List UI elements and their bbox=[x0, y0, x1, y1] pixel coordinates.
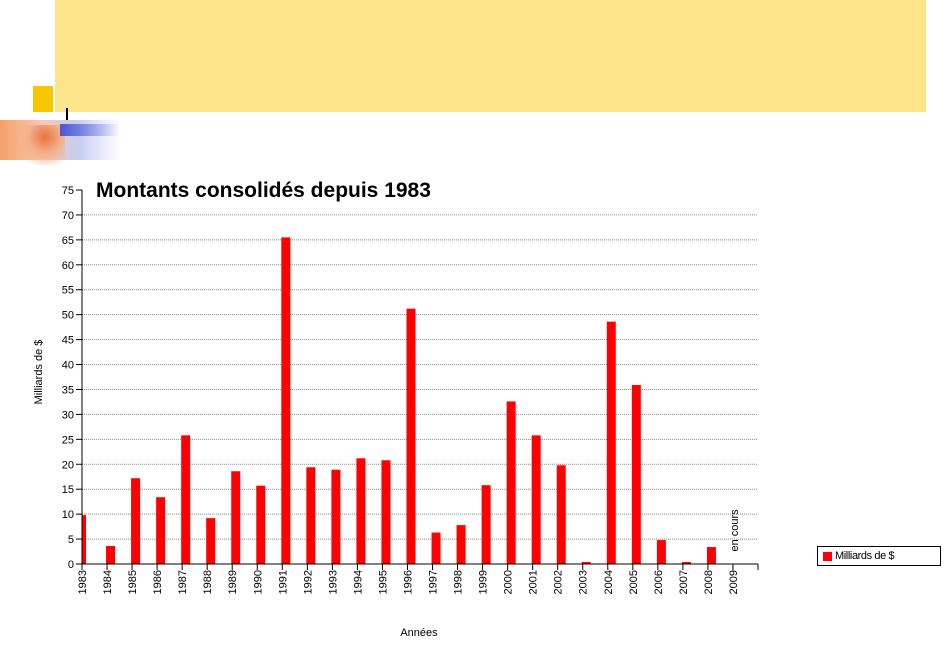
y-tick-label: 20 bbox=[62, 459, 74, 471]
bar bbox=[656, 540, 666, 564]
x-tick-label: 1996 bbox=[402, 570, 414, 594]
annotation-en-cours: en cours bbox=[729, 509, 741, 552]
x-tick-label: 1999 bbox=[478, 570, 490, 594]
x-tick-label: 1984 bbox=[102, 570, 114, 594]
y-tick-label: 40 bbox=[62, 360, 74, 372]
decorative-gradient-orange bbox=[15, 125, 65, 165]
bar bbox=[356, 458, 366, 564]
legend-label: Milliards de $ bbox=[835, 550, 895, 562]
x-tick-label: 1995 bbox=[377, 570, 389, 594]
bar bbox=[581, 562, 591, 564]
y-axis-label: Milliards de $ bbox=[33, 340, 45, 405]
decorative-yellow-block bbox=[33, 86, 53, 112]
x-tick-label: 1997 bbox=[428, 570, 440, 594]
axes-layer: 0 5 10 15 20 25 30 35 40 45 50 55 60 65 70 75 1983 1984 19… bbox=[62, 185, 759, 594]
x-tick-label: 1991 bbox=[277, 570, 289, 594]
x-tick-label: 2001 bbox=[528, 570, 540, 594]
bar bbox=[256, 485, 266, 564]
bar bbox=[531, 435, 541, 564]
y-tick-label: 25 bbox=[62, 434, 74, 446]
bar bbox=[706, 547, 716, 564]
y-tick-label: 70 bbox=[62, 210, 74, 222]
x-tick-label: 2006 bbox=[653, 570, 665, 594]
x-tick-label: 1983 bbox=[77, 570, 89, 594]
title-banner bbox=[55, 0, 926, 112]
x-tick-label: 2000 bbox=[503, 570, 515, 594]
x-tick-label: 2002 bbox=[553, 570, 565, 594]
bar bbox=[206, 518, 216, 564]
bars-layer bbox=[82, 237, 716, 564]
y-tick-label: 60 bbox=[62, 260, 74, 272]
y-tick-label: 10 bbox=[62, 509, 74, 521]
y-tick-label: 55 bbox=[62, 285, 74, 297]
y-tick-label: 45 bbox=[62, 335, 74, 347]
x-tick-label: 1992 bbox=[302, 570, 314, 594]
x-tick-label: 1987 bbox=[177, 570, 189, 594]
y-tick-label: 30 bbox=[62, 409, 74, 421]
x-axis-label: Années bbox=[400, 627, 438, 639]
bar bbox=[306, 467, 316, 564]
bar bbox=[381, 460, 391, 564]
y-tick-label: 75 bbox=[62, 185, 74, 197]
x-tick-label: 2005 bbox=[628, 570, 640, 594]
x-tick-label: 2004 bbox=[603, 570, 615, 594]
bar bbox=[631, 384, 641, 564]
legend-swatch bbox=[823, 551, 832, 561]
y-tick-label: 5 bbox=[68, 534, 74, 546]
bar bbox=[181, 435, 191, 564]
bar bbox=[456, 525, 466, 564]
x-tick-label: 2007 bbox=[678, 570, 690, 594]
x-tick-label: 1993 bbox=[327, 570, 339, 594]
x-tick-label: 1989 bbox=[227, 570, 239, 594]
x-tick-label: 1988 bbox=[202, 570, 214, 594]
bar bbox=[681, 562, 691, 564]
x-tick-label: 1986 bbox=[152, 570, 164, 594]
bar bbox=[506, 401, 516, 564]
bar bbox=[431, 532, 441, 564]
bar bbox=[481, 485, 491, 564]
chart-legend: Milliards de $ bbox=[817, 546, 941, 566]
decorative-gradient-blue bbox=[60, 124, 120, 136]
y-tick-label: 65 bbox=[62, 235, 74, 247]
x-tick-label: 1985 bbox=[127, 570, 139, 594]
decorative-line bbox=[66, 108, 68, 130]
y-tick-label: 50 bbox=[62, 310, 74, 322]
bar bbox=[556, 465, 566, 564]
bar bbox=[331, 469, 341, 564]
x-tick-label: 2003 bbox=[578, 570, 590, 594]
chart-title: Montants consolidés depuis 1983 bbox=[96, 179, 431, 202]
x-tick-label: 1990 bbox=[252, 570, 264, 594]
bar bbox=[106, 546, 116, 564]
y-tick-label: 15 bbox=[62, 484, 74, 496]
bar bbox=[281, 237, 291, 564]
x-tick-label: 1994 bbox=[352, 570, 364, 594]
x-tick-label: 2008 bbox=[703, 570, 715, 594]
bar bbox=[406, 308, 416, 564]
bar bbox=[82, 515, 86, 564]
y-tick-label: 35 bbox=[62, 384, 74, 396]
bar bbox=[231, 471, 241, 564]
x-tick-label: 1998 bbox=[453, 570, 465, 594]
grid-layer bbox=[82, 214, 758, 540]
bar bbox=[131, 478, 141, 564]
y-tick-label: 0 bbox=[68, 559, 74, 571]
bar bbox=[606, 321, 616, 564]
x-tick-label: 2009 bbox=[728, 570, 740, 594]
bar bbox=[156, 497, 166, 564]
